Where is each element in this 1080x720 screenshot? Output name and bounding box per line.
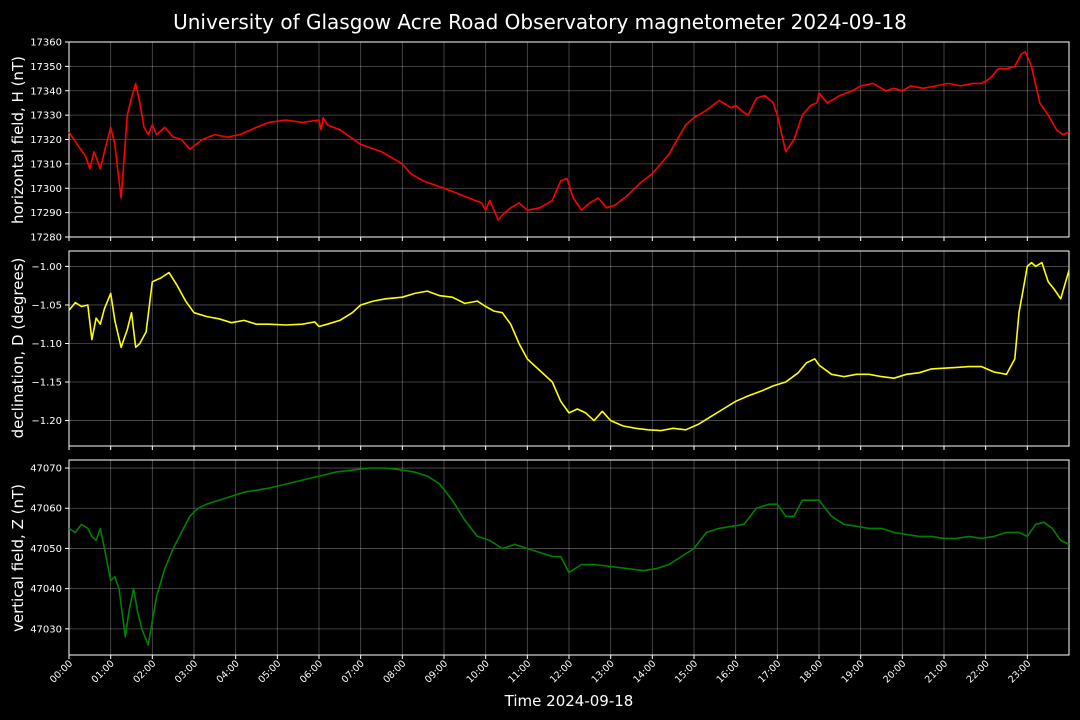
x-tick-label: 06:00 <box>298 658 325 685</box>
horizontal-y-tick-label: 17280 <box>30 233 62 244</box>
x-tick-label: 15:00 <box>673 658 700 685</box>
horizontal-y-tick-label: 17330 <box>30 111 62 122</box>
x-tick-label: 23:00 <box>1006 658 1033 685</box>
x-tick-label: 02:00 <box>131 658 158 685</box>
x-tick-label: 18:00 <box>798 658 825 685</box>
x-tick-label: 12:00 <box>548 658 575 685</box>
x-tick-label: 04:00 <box>215 658 242 685</box>
vertical-y-tick-label: 47070 <box>30 464 62 475</box>
declination-y-tick-label: −1.20 <box>31 416 62 427</box>
x-tick-label: 08:00 <box>381 658 408 685</box>
vertical-y-axis-label: vertical field, Z (nT) <box>9 484 27 632</box>
declination-y-axis-label: declination, D (degrees) <box>9 258 27 439</box>
x-tick-label: 09:00 <box>423 658 450 685</box>
horizontal-y-tick-label: 17300 <box>30 184 62 195</box>
x-tick-label: 19:00 <box>840 658 867 685</box>
x-tick-labels: 00:00 01:00 02:00 03:00 04:00 05:00 06:00 07:00… <box>48 658 1033 685</box>
horizontal-y-tick-label: 17340 <box>30 86 62 97</box>
vertical-y-tick-label: 47060 <box>30 504 62 515</box>
x-tick-label: 01:00 <box>90 658 117 685</box>
vertical-plot-frame <box>68 459 1070 656</box>
x-tick-label: 21:00 <box>923 658 950 685</box>
x-tick-label: 11:00 <box>506 658 533 685</box>
x-tick-label: 10:00 <box>465 658 492 685</box>
declination-series-line <box>68 261 1070 432</box>
horizontal-panel: 17280 17290 17300 17310 17320 17330 17340 17350… <box>9 38 1070 244</box>
x-tick-label: 00:00 <box>48 658 75 685</box>
declination-y-tick-label: −1.10 <box>31 339 62 350</box>
horizontal-y-tick-label: 17310 <box>30 159 62 170</box>
x-tick-label: 17:00 <box>756 658 783 685</box>
horizontal-y-axis-label: horizontal field, H (nT) <box>9 56 27 224</box>
x-tick-label: 16:00 <box>715 658 742 685</box>
declination-panel: −1.20 −1.15 −1.10 −1.05 −1.00 declination, D … <box>9 250 1070 450</box>
x-tick-label: 13:00 <box>590 658 617 685</box>
horizontal-y-tick-label: 17350 <box>30 62 62 73</box>
declination-y-tick-label: −1.00 <box>31 262 62 273</box>
vertical-y-tick-label: 47030 <box>30 624 62 635</box>
horizontal-y-tick-label: 17360 <box>30 38 62 49</box>
x-axis-label: Time 2024-09-18 <box>504 692 634 710</box>
declination-y-tick-label: −1.15 <box>31 378 62 389</box>
x-tick-label: 20:00 <box>881 658 908 685</box>
x-tick-label: 22:00 <box>965 658 992 685</box>
horizontal-y-tick-label: 17320 <box>30 135 62 146</box>
horizontal-y-tick-label: 17290 <box>30 208 62 219</box>
x-tick-label: 03:00 <box>173 658 200 685</box>
horizontal-series-line <box>68 50 1070 221</box>
chart-panels: 17280 17290 17300 17310 17320 17330 17340 17350… <box>9 38 1070 685</box>
declination-y-tick-label: −1.05 <box>31 300 62 311</box>
vertical-y-tick-label: 47040 <box>30 584 62 595</box>
x-tick-label: 14:00 <box>631 658 658 685</box>
x-tick-label: 05:00 <box>256 658 283 685</box>
x-tick-label: 07:00 <box>340 658 367 685</box>
vertical-series-line <box>68 467 1070 646</box>
horizontal-plot-frame <box>68 41 1070 238</box>
chart-title: University of Glasgow Acre Road Observat… <box>173 10 907 34</box>
vertical-y-tick-label: 47050 <box>30 544 62 555</box>
declination-plot-frame <box>68 250 1070 447</box>
